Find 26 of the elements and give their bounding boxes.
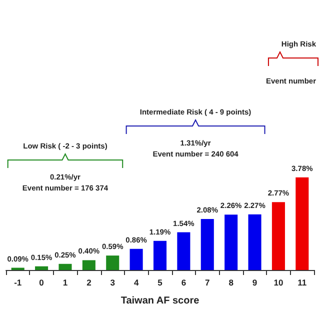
bar (153, 240, 167, 270)
bar (272, 202, 285, 270)
bar (35, 266, 48, 270)
x-tick-label: 4 (134, 278, 139, 288)
x-tick-label: 10 (274, 278, 284, 288)
bar (296, 177, 309, 270)
bar (58, 264, 72, 270)
bar (200, 219, 214, 270)
bar (130, 248, 143, 270)
x-axis-title: Taiwan AF score (120, 296, 200, 306)
x-tick-label: 3 (110, 278, 116, 288)
x-tick-label: 11 (298, 278, 307, 288)
x-tick-label: 1 (62, 278, 68, 288)
bar (177, 232, 190, 270)
x-tick-label: 2 (86, 278, 92, 288)
x-tick-label: 5 (158, 278, 163, 288)
bar (224, 214, 238, 270)
x-tick-label: 6 (181, 278, 186, 288)
bar (82, 260, 96, 270)
x-tick-label: 8 (228, 278, 234, 288)
x-tick-label: 9 (252, 278, 258, 288)
bar (106, 256, 120, 270)
x-tick-label: -1 (14, 278, 22, 288)
x-tick-label: 0 (39, 278, 44, 288)
x-tick-label: 7 (205, 278, 210, 288)
bar (248, 214, 262, 270)
